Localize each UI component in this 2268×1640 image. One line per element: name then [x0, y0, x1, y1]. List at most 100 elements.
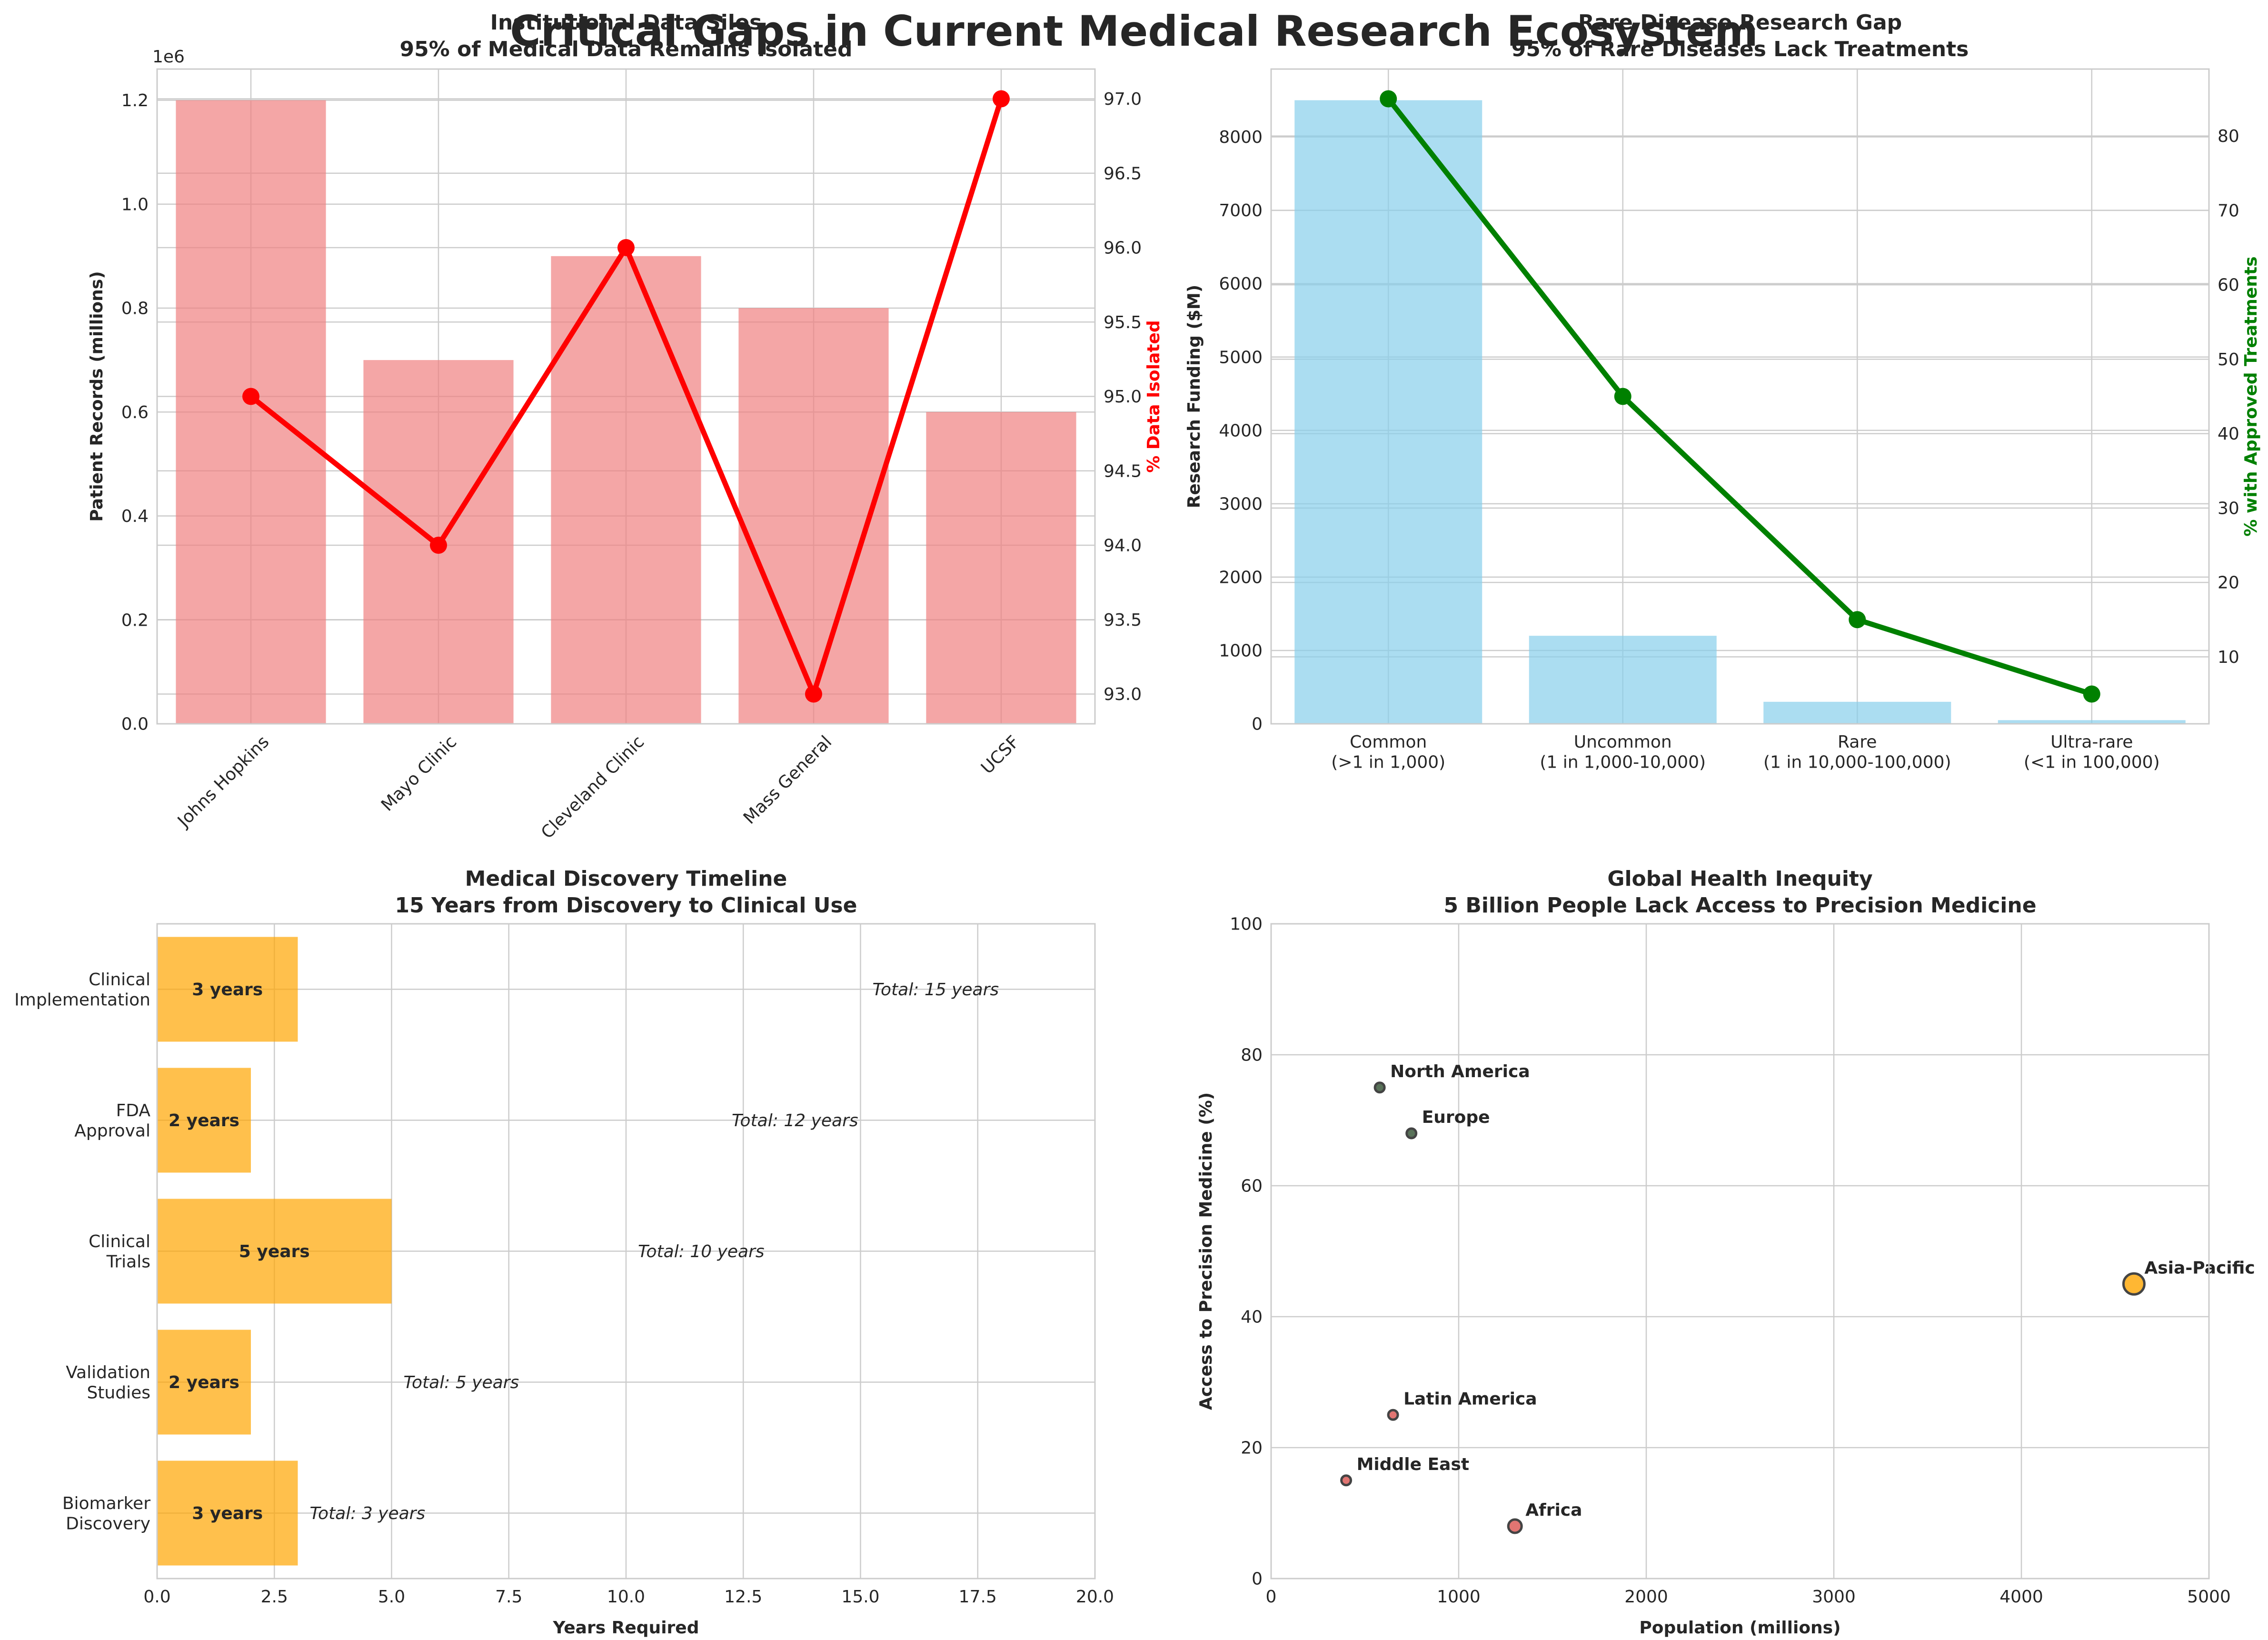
total-annotation-line: Total: 3 years — [310, 1504, 426, 1523]
y-axis-label: Access to Precision Medicine (%) — [1196, 1092, 1216, 1410]
panel-subtitle: 5 Billion People Lack Access to Precisio… — [1443, 893, 2036, 918]
y2-tick-label-line: 94.5 — [1104, 461, 1142, 481]
panel-title: Institutional Data Silos — [490, 10, 762, 35]
scatter-point — [1373, 1081, 1386, 1094]
panel-title: Rare Disease Research Gap — [1578, 10, 1902, 35]
y-tick-label-line: 80 — [1241, 1046, 1263, 1065]
y-tick-label-line: 7000 — [1219, 201, 1263, 220]
y-tick-label: 0.6 — [121, 403, 149, 422]
total-annotation: Total: 12 years — [732, 1111, 858, 1130]
x-tick-label-line: Uncommon — [1574, 732, 1672, 752]
x-axis-label: Population (millions) — [1639, 1618, 1840, 1638]
y-tick-label: Clinical Implementation — [14, 970, 150, 1010]
y-tick-label-line: 1000 — [1219, 641, 1263, 661]
x-tick-label-line: 1000 — [1437, 1587, 1481, 1607]
x-tick-label-line: Mass General — [740, 732, 836, 828]
y2-tick-label: 96.5 — [1104, 164, 1142, 183]
y-tick-label-line: 4000 — [1219, 421, 1263, 440]
y-tick-label-line: Discovery — [66, 1514, 150, 1533]
x-tick-label: 10.0 — [607, 1587, 645, 1607]
y-tick-label-line: 0.4 — [121, 507, 149, 526]
y-tick-label: 8000 — [1219, 128, 1263, 147]
y-tick-label: 3000 — [1219, 494, 1263, 514]
x-tick-label-line: Johns Hopkins — [173, 732, 273, 831]
y-tick-label: Biomarker Discovery — [62, 1494, 150, 1533]
panel-subtitle-line: 5 Billion People Lack Access to Precisio… — [1443, 893, 2036, 918]
point-label-line: North America — [1390, 1062, 1530, 1081]
y-tick-label-line: 40 — [1241, 1308, 1263, 1327]
y-offset-label-line: 1e6 — [152, 47, 185, 67]
line-marker — [1380, 90, 1397, 108]
panel-health-inequity: 0 1000 2000 3000 4000 5000 0 20 40 60 80 100 North A… — [1196, 867, 2255, 1638]
x-axis-label: Years Required — [552, 1618, 699, 1638]
point-label: Asia-Pacific — [2144, 1258, 2255, 1278]
y-tick-label: 0.0 — [121, 715, 149, 734]
x-tick-label-line: 4000 — [1999, 1587, 2043, 1607]
scatter-point — [1507, 1518, 1523, 1534]
x-tick-label: 0.0 — [143, 1587, 170, 1607]
x-tick-label: 2.5 — [261, 1587, 288, 1607]
y-tick-label: Clinical Trials — [89, 1232, 150, 1271]
y-tick-label-line: 60 — [1241, 1177, 1263, 1196]
y2-tick-label: 60 — [2218, 276, 2239, 295]
y-axis-label-line: Research Funding ($M) — [1184, 285, 1204, 508]
y2-axis-label: % with Approved Treatments — [2241, 256, 2261, 536]
x-tick-label: Johns Hopkins — [173, 732, 273, 831]
bar — [176, 100, 326, 724]
bar — [1998, 720, 2186, 724]
scatter-point — [1405, 1127, 1418, 1140]
axes-frame — [156, 68, 1096, 725]
bar — [1529, 636, 1717, 724]
bar-value-label-line: 2 years — [169, 1111, 239, 1130]
panel-title-line: Rare Disease Research Gap — [1578, 10, 1902, 35]
x-tick-label-line: (>1 in 1,000) — [1331, 752, 1445, 772]
bar — [1294, 100, 1482, 724]
y2-axis-label-line: % with Approved Treatments — [2241, 256, 2261, 536]
y2-tick-label: 93.0 — [1104, 685, 1142, 704]
panel-title-line: Global Health Inequity — [1607, 867, 1872, 891]
y2-tick-label: 10 — [2218, 648, 2239, 667]
panel-subtitle: 95% of Rare Diseases Lack Treatments — [1512, 37, 1969, 61]
y2-tick-label: 95.0 — [1104, 387, 1142, 407]
bar-value-label: 2 years — [169, 1111, 239, 1130]
x-tick-label-line: 7.5 — [495, 1587, 522, 1607]
y2-tick-label-line: 95.0 — [1104, 387, 1142, 407]
point-label-line: Africa — [1525, 1500, 1582, 1520]
x-tick-label: Cleveland Clinic — [537, 732, 648, 842]
x-tick-label: 15.0 — [841, 1587, 879, 1607]
x-tick-label: 0 — [1266, 1587, 1277, 1607]
total-annotation-line: Total: 15 years — [873, 980, 999, 1000]
point-label-line: Asia-Pacific — [2144, 1258, 2255, 1278]
y-tick-label: 1.2 — [121, 91, 149, 110]
scatter-point — [1387, 1409, 1399, 1421]
x-tick-label: 2000 — [1624, 1587, 1668, 1607]
x-tick-label: Rare (1 in 10,000-100,000) — [1763, 732, 1951, 772]
y2-tick-label-line: 20 — [2218, 573, 2239, 593]
total-annotation: Total: 15 years — [873, 980, 999, 1000]
x-tick-label: Mass General — [740, 732, 836, 828]
bar — [551, 256, 701, 724]
y2-tick-label: 93.5 — [1104, 610, 1142, 630]
axes-frame — [156, 923, 1096, 1580]
y-tick-label-line: Clinical — [89, 1232, 150, 1251]
x-tick-label: 5.0 — [378, 1587, 405, 1607]
x-tick-label-line: 12.5 — [724, 1587, 762, 1607]
y-tick-label: 0.4 — [121, 507, 149, 526]
y-tick-label-line: 8000 — [1219, 128, 1263, 147]
y-tick-label: 20 — [1241, 1439, 1263, 1458]
y2-axis-label: % Data Isolated — [1144, 320, 1164, 472]
y-tick-label: 0.2 — [121, 610, 149, 630]
panel-subtitle-line: 95% of Rare Diseases Lack Treatments — [1512, 37, 1969, 61]
x-tick-label-line: 0.0 — [143, 1587, 170, 1607]
y2-tick-label: 97.0 — [1104, 90, 1142, 109]
y2-tick-label: 94.0 — [1104, 536, 1142, 556]
y-axis-label: Patient Records (millions) — [87, 271, 107, 521]
y2-tick-label-line: 80 — [2218, 127, 2239, 146]
x-tick-label: Uncommon (1 in 1,000-10,000) — [1540, 732, 1706, 772]
line-marker — [2083, 685, 2100, 703]
x-tick-label: 3000 — [1812, 1587, 1856, 1607]
y-tick-label-line: Approval — [74, 1121, 150, 1140]
bar — [157, 1199, 392, 1304]
scatter-point — [1340, 1474, 1353, 1487]
x-tick-label-line: 2.5 — [261, 1587, 288, 1607]
